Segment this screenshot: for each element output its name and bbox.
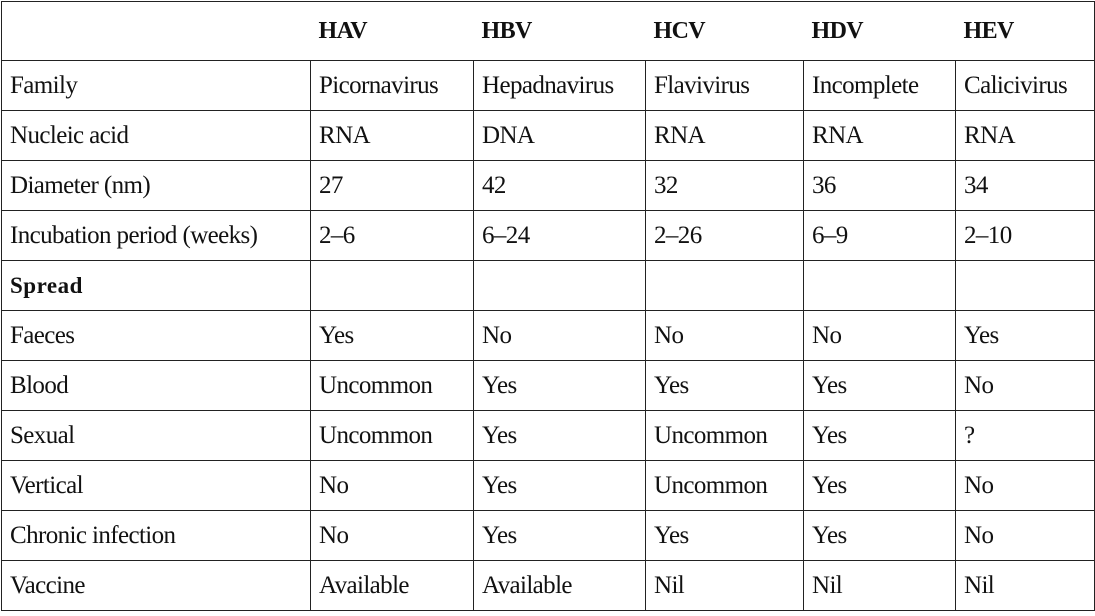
table-cell: RNA xyxy=(803,110,956,161)
table-cell: 32 xyxy=(645,160,804,211)
table-cell: Yes xyxy=(803,360,956,411)
header-cell: HBV xyxy=(473,1,646,61)
table-row: Sexual Uncommon Yes Uncommon Yes? xyxy=(1,410,1095,461)
table-cell: Yes xyxy=(473,510,646,561)
table-row: Incubation period (weeks) 2–6 6–24 2–26 6–9 2… xyxy=(1,210,1095,261)
table-cell: Yes xyxy=(473,460,646,511)
header-cell: HCV xyxy=(645,1,804,61)
table-row: Family Picornavirus Hepadnavirus Flavivirus… xyxy=(1,60,1095,111)
table-cell xyxy=(473,260,646,311)
header-cell: HAV xyxy=(310,1,474,61)
row-label: Faeces xyxy=(1,310,311,361)
row-label: Vertical xyxy=(1,460,311,511)
table-cell: 36 xyxy=(803,160,956,211)
table-row: Vertical No Yes Uncommon Yes No xyxy=(1,460,1095,511)
table-cell: 2–10 xyxy=(955,210,1095,261)
table-cell: Incomplete xyxy=(803,60,956,111)
table-cell: No xyxy=(645,310,804,361)
table-cell: DNA xyxy=(473,110,646,161)
section-label: Spread xyxy=(1,260,311,311)
table-cell: Yes xyxy=(473,410,646,461)
table-cell: Nil xyxy=(955,560,1095,611)
table-cell: 2–6 xyxy=(310,210,474,261)
table-cell: No xyxy=(803,310,956,361)
table-row: Chronic infection No Yes Yes Yes No xyxy=(1,510,1095,561)
table-cell: No xyxy=(955,360,1095,411)
table-cell xyxy=(310,260,474,311)
table-cell: Uncommon xyxy=(645,410,804,461)
table-cell: Yes xyxy=(803,460,956,511)
table-cell: No xyxy=(310,510,474,561)
table-cell: Uncommon xyxy=(310,360,474,411)
table-cell: Uncommon xyxy=(310,410,474,461)
table-cell: Uncommon xyxy=(645,460,804,511)
table-cell: 42 xyxy=(473,160,646,211)
table-row: Nucleic acid RNA DNA RNA RNA RNA xyxy=(1,110,1095,161)
row-label: Family xyxy=(1,60,311,111)
table-cell: RNA xyxy=(310,110,474,161)
table-cell xyxy=(955,260,1095,311)
table-cell: No xyxy=(310,460,474,511)
table-cell: 27 xyxy=(310,160,474,211)
row-label: Chronic infection xyxy=(1,510,311,561)
table-cell: No xyxy=(955,460,1095,511)
table-cell: Flavivirus xyxy=(645,60,804,111)
table-cell xyxy=(645,260,804,311)
table-row: Vaccine Available Available Nil Nil Nil xyxy=(1,560,1095,611)
table-cell: 34 xyxy=(955,160,1095,211)
table-cell xyxy=(803,260,956,311)
row-label: Blood xyxy=(1,360,311,411)
header-cell: HEV xyxy=(955,1,1095,61)
table-cell: Hepadnavirus xyxy=(473,60,646,111)
table-cell: No xyxy=(473,310,646,361)
table-cell: Available xyxy=(473,560,646,611)
table-cell: Yes xyxy=(955,310,1095,361)
table-cell: 2–26 xyxy=(645,210,804,261)
row-label: Vaccine xyxy=(1,560,311,611)
row-label: Nucleic acid xyxy=(1,110,311,161)
table-cell: RNA xyxy=(645,110,804,161)
row-label: Incubation period (weeks) xyxy=(1,210,311,261)
table-row: Spread xyxy=(1,260,1095,311)
table-cell: Yes xyxy=(803,410,956,461)
table-cell: RNA xyxy=(955,110,1095,161)
table-cell: Nil xyxy=(645,560,804,611)
table-cell: Yes xyxy=(803,510,956,561)
table-cell: Picornavirus xyxy=(310,60,474,111)
table-cell: 6–24 xyxy=(473,210,646,261)
table-cell: Yes xyxy=(310,310,474,361)
table-row: Faeces Yes No No No Yes xyxy=(1,310,1095,361)
table-cell: Yes xyxy=(645,510,804,561)
header-row: HAV HBV HCV HDV HEV xyxy=(1,1,1095,61)
table-cell: Calicivirus xyxy=(955,60,1095,111)
table-cell: ? xyxy=(955,410,1095,461)
table-cell: No xyxy=(955,510,1095,561)
header-cell xyxy=(1,1,311,61)
table-row: Blood Uncommon Yes Yes Yes No xyxy=(1,360,1095,411)
table-cell: Yes xyxy=(473,360,646,411)
table-row: Diameter (nm) 27 42 32 36 34 xyxy=(1,160,1095,211)
header-cell: HDV xyxy=(803,1,956,61)
table-cell: 6–9 xyxy=(803,210,956,261)
table-cell: Yes xyxy=(645,360,804,411)
table-cell: Nil xyxy=(803,560,956,611)
table-cell: Available xyxy=(310,560,474,611)
row-label: Sexual xyxy=(1,410,311,461)
row-label: Diameter (nm) xyxy=(1,160,311,211)
